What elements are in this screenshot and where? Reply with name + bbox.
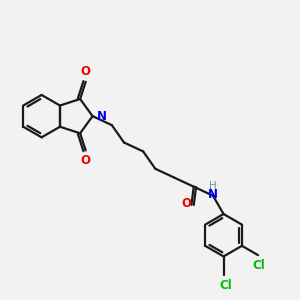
- Text: Cl: Cl: [252, 259, 265, 272]
- Text: O: O: [181, 197, 191, 210]
- Text: O: O: [81, 154, 91, 167]
- Text: H: H: [209, 181, 217, 191]
- Text: Cl: Cl: [220, 279, 232, 292]
- Text: N: N: [207, 188, 218, 201]
- Text: O: O: [81, 65, 91, 78]
- Text: N: N: [97, 110, 107, 123]
